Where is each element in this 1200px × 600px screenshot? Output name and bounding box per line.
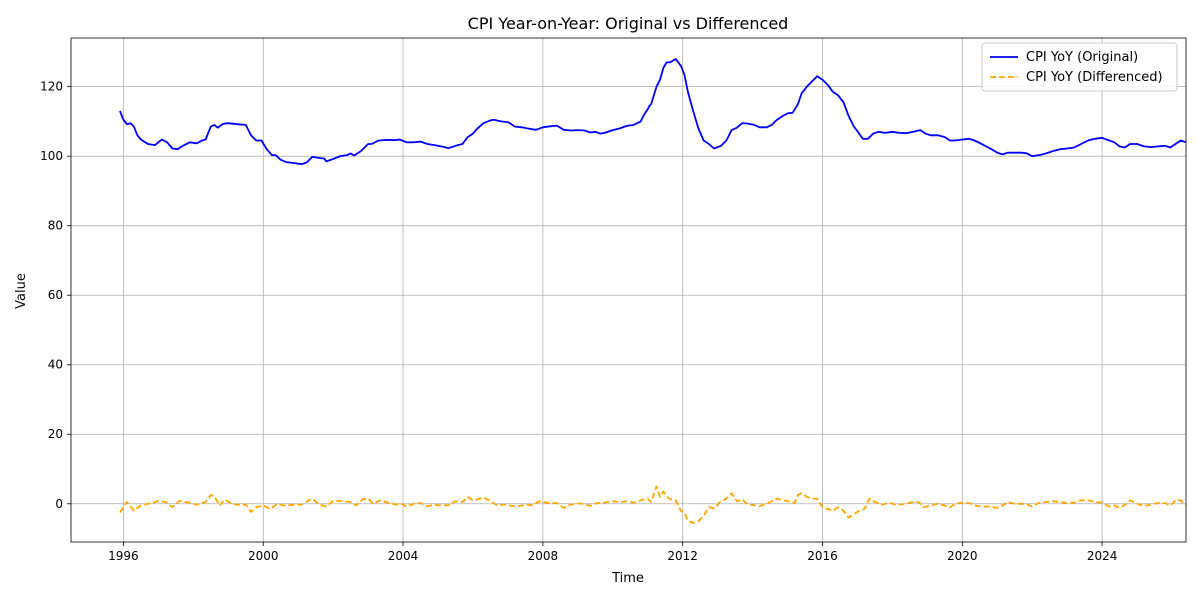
x-tick-label: 2020 (947, 549, 978, 563)
legend-label-differenced: CPI YoY (Differenced) (1026, 70, 1163, 85)
legend-box (981, 42, 1178, 92)
plot-frame (70, 37, 1187, 543)
grid (71, 38, 1186, 542)
series-line-differenced (119, 485, 1187, 524)
y-tick-label: 0 (55, 497, 63, 511)
legend-label-original: CPI YoY (Original) (1026, 50, 1138, 65)
x-tick-label: 2024 (1087, 549, 1118, 563)
x-tick-label: 2004 (388, 549, 419, 563)
x-tick-label: 2016 (807, 549, 838, 563)
y-axis-label: Value (14, 273, 29, 309)
ticks: 1996 2000 2004 2008 2012 2016 2020 2024 0 20 40 60 8… (40, 80, 1117, 563)
chart-title: CPI Year-on-Year: Original vs Difference… (468, 14, 789, 33)
y-tick-label: 60 (48, 288, 63, 302)
x-axis-label: Time (611, 571, 644, 586)
y-tick-label: 40 (48, 358, 63, 372)
x-tick-label: 2012 (667, 549, 698, 563)
x-tick-label: 2000 (248, 549, 279, 563)
x-tick-label: 2008 (528, 549, 559, 563)
y-tick-label: 80 (48, 219, 63, 233)
y-tick-label: 20 (48, 427, 63, 441)
y-tick-label: 120 (40, 80, 63, 94)
x-tick-label: 1996 (108, 549, 139, 563)
series-layer (119, 58, 1187, 524)
legend: CPI YoY (Original) CPI YoY (Differenced) (981, 42, 1178, 92)
y-tick-label: 100 (40, 149, 63, 163)
series-line-original (119, 58, 1187, 166)
